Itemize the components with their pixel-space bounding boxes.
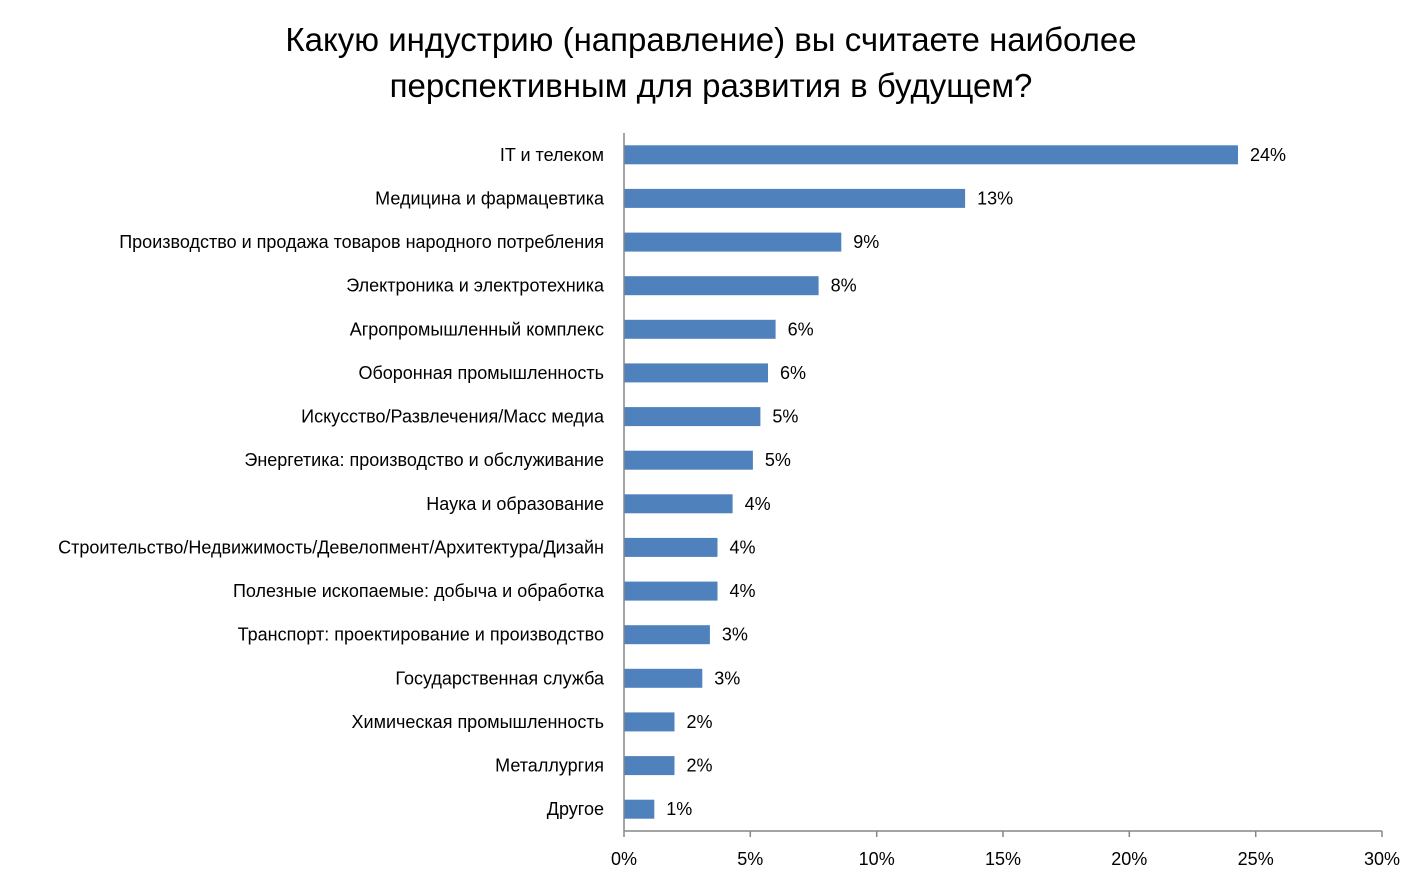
- value-label-14: 2%: [687, 712, 713, 732]
- value-label-2: 13%: [977, 188, 1013, 208]
- bar-16: [624, 799, 655, 819]
- category-label-3: Производство и продажа товаров народного…: [119, 232, 604, 252]
- category-label-9: Наука и образование: [426, 494, 604, 514]
- category-label-6: Оборонная промышленность: [358, 363, 604, 383]
- value-label-3: 9%: [853, 232, 879, 252]
- category-label-5: Агропромышленный комплекс: [350, 319, 604, 339]
- bar-13: [624, 668, 703, 688]
- category-label-7: Искусство/Развлечения/Масс медиа: [301, 407, 605, 427]
- value-label-8: 5%: [765, 450, 791, 470]
- category-label-12: Транспорт: проектирование и производство: [238, 625, 604, 645]
- x-tick-label-4: 20%: [1111, 849, 1147, 869]
- bar-7: [624, 407, 761, 427]
- value-label-5: 6%: [788, 319, 814, 339]
- value-label-11: 4%: [730, 581, 756, 601]
- bar-2: [624, 188, 966, 208]
- x-tick-label-6: 30%: [1364, 849, 1400, 869]
- x-tick-label-5: 25%: [1238, 849, 1274, 869]
- category-label-14: Химическая промышленность: [352, 712, 604, 732]
- bar-14: [624, 712, 675, 732]
- category-label-15: Металлургия: [495, 756, 604, 776]
- bar-3: [624, 232, 842, 252]
- category-label-13: Государственная служба: [395, 668, 605, 688]
- bar-8: [624, 450, 753, 470]
- chart-title: Какую индустрию (направление) вы считает…: [285, 21, 1136, 104]
- value-label-12: 3%: [722, 625, 748, 645]
- value-label-15: 2%: [687, 756, 713, 776]
- x-tick-label-0: 0%: [611, 849, 637, 869]
- bar-5: [624, 319, 776, 339]
- bar-9: [624, 494, 733, 514]
- value-label-16: 1%: [666, 799, 692, 819]
- category-label-16: Другое: [547, 799, 604, 819]
- category-label-4: Электроника и электротехника: [346, 276, 605, 296]
- value-label-1: 24%: [1250, 145, 1286, 165]
- bar-6: [624, 363, 768, 383]
- value-label-4: 8%: [831, 276, 857, 296]
- bar-4: [624, 276, 819, 296]
- x-tick-label-2: 10%: [859, 849, 895, 869]
- value-label-10: 4%: [730, 537, 756, 557]
- value-label-13: 3%: [714, 668, 740, 688]
- category-label-10: Строительство/Недвижимость/Девелопмент/А…: [58, 537, 604, 557]
- category-label-2: Медицина и фармацевтика: [375, 188, 605, 208]
- chart-title-line-1: Какую индустрию (направление) вы считает…: [285, 21, 1136, 58]
- category-label-11: Полезные ископаемые: добыча и обработка: [233, 581, 605, 601]
- category-label-1: IT и телеком: [500, 145, 604, 165]
- bar-1: [624, 145, 1238, 165]
- bar-15: [624, 756, 675, 776]
- x-tick-label-1: 5%: [737, 849, 763, 869]
- bar-11: [624, 581, 718, 601]
- bar-10: [624, 537, 718, 557]
- category-label-8: Энергетика: производство и обслуживание: [244, 450, 604, 470]
- value-label-6: 6%: [780, 363, 806, 383]
- plot-area: IT и телеком 24% Медицина и фармацевтика 13…: [58, 133, 1400, 869]
- bar-12: [624, 625, 710, 645]
- chart-title-line-2: перспективным для развития в будущем?: [390, 67, 1033, 104]
- value-label-9: 4%: [745, 494, 771, 514]
- value-label-7: 5%: [772, 407, 798, 427]
- x-tick-label-3: 15%: [985, 849, 1021, 869]
